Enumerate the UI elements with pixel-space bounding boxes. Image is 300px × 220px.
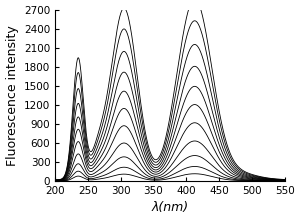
Y-axis label: Fluorescence intensity: Fluorescence intensity bbox=[6, 25, 19, 166]
X-axis label: λ(nm): λ(nm) bbox=[151, 202, 188, 214]
